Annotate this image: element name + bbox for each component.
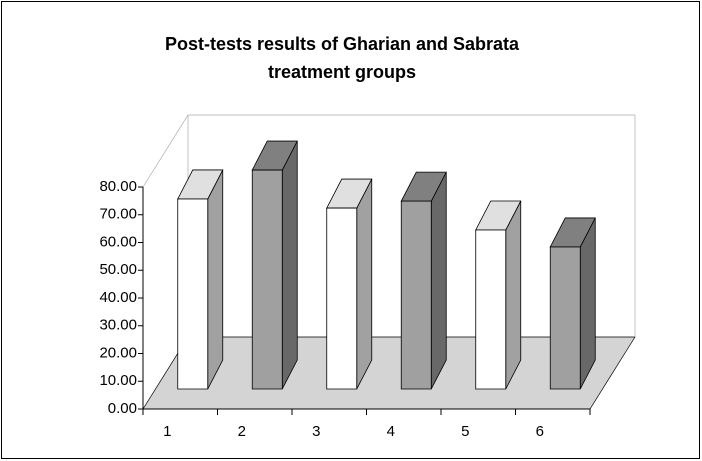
y-tick-label: 70.00 (99, 206, 137, 223)
bar-side (207, 169, 224, 390)
y-tick-label: 50.00 (99, 261, 137, 278)
y-tick-label: 10.00 (99, 372, 137, 389)
bar-front (177, 198, 209, 390)
chart-title: treatment groups (268, 62, 416, 82)
chart-title: Post-tests results of Gharian and Sabrat… (165, 34, 520, 54)
x-tick-label: 5 (461, 423, 469, 440)
bar (475, 200, 522, 390)
bar (177, 169, 224, 390)
bar-side (505, 200, 522, 390)
bar (326, 178, 373, 390)
bar (549, 217, 596, 390)
bar-side (579, 217, 596, 390)
bar-front (326, 207, 358, 390)
bar-side (281, 140, 298, 390)
y-tick-label: 80.00 (99, 178, 137, 195)
bar-front (400, 200, 432, 390)
x-tick-label: 2 (238, 423, 246, 440)
bar-front (251, 169, 283, 390)
bar (251, 140, 298, 390)
y-tick-label: 20.00 (99, 344, 137, 361)
bar-side (430, 171, 447, 390)
bar-front (475, 229, 507, 390)
x-tick-label: 1 (163, 423, 171, 440)
x-tick-label: 3 (312, 423, 320, 440)
y-tick-label: 40.00 (99, 289, 137, 306)
x-tick-label: 4 (387, 423, 395, 440)
y-tick-label: 60.00 (99, 233, 137, 250)
x-tick-label: 6 (536, 423, 544, 440)
y-tick-label: 0.00 (108, 400, 137, 417)
bar-side (356, 178, 373, 390)
bar (400, 171, 447, 390)
y-tick-label: 30.00 (99, 317, 137, 334)
bar-front (549, 246, 581, 390)
